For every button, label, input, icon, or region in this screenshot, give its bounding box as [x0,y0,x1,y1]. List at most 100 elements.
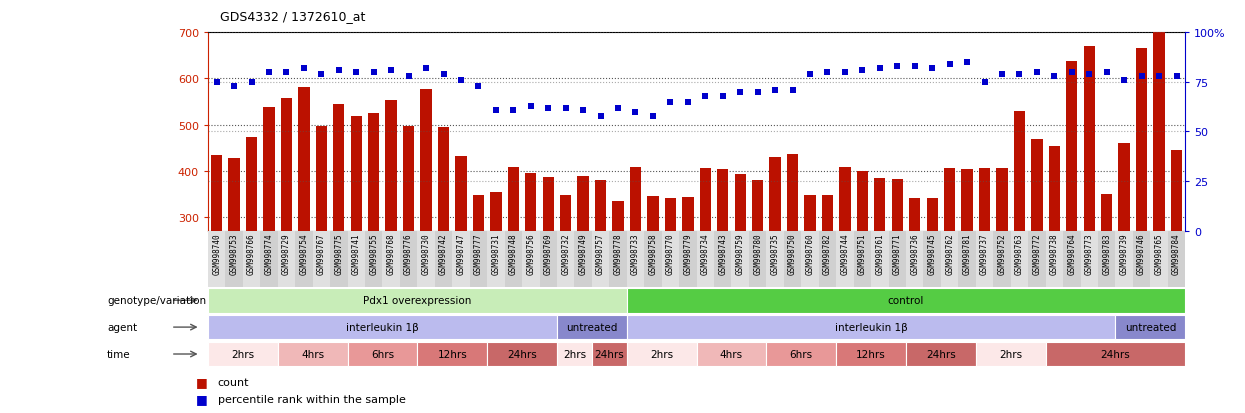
Text: GSM998782: GSM998782 [823,233,832,275]
Point [486,107,505,114]
Bar [839,167,850,356]
Bar [574,231,591,287]
Text: GSM998741: GSM998741 [352,233,361,275]
Bar [334,105,345,356]
Bar [560,196,571,356]
Point [660,99,680,106]
Point [696,93,716,100]
Point [642,113,662,120]
Bar [312,231,330,287]
Bar [1063,231,1081,287]
Bar [210,155,223,356]
Point [468,83,488,90]
Bar [837,231,854,287]
Text: GSM998751: GSM998751 [858,233,867,275]
Bar [717,169,728,356]
Point [783,87,803,94]
Point [451,77,471,84]
Bar [802,231,819,287]
Bar [941,231,959,287]
Bar [330,231,347,287]
Point [1167,74,1186,80]
Point [835,69,855,76]
Text: GSM998730: GSM998730 [422,233,431,275]
Point [1114,77,1134,84]
Bar [595,181,606,356]
Bar [1101,195,1112,356]
Bar [679,231,697,287]
Text: GSM998756: GSM998756 [527,233,535,275]
Text: GSM998755: GSM998755 [370,233,378,275]
Point [364,69,383,76]
Bar [959,231,976,287]
Bar [487,342,557,366]
Point [853,67,873,74]
Text: GSM998737: GSM998737 [980,233,989,275]
Text: GSM998770: GSM998770 [666,233,675,275]
Bar [891,179,903,356]
Text: GSM998784: GSM998784 [1172,233,1182,275]
Point [590,113,610,120]
Bar [767,231,784,287]
Point [888,64,908,70]
Bar [400,231,417,287]
Text: interleukin 1β: interleukin 1β [346,322,418,332]
Text: GSM998777: GSM998777 [474,233,483,275]
Text: GSM998740: GSM998740 [212,233,222,275]
Text: ■: ■ [195,392,207,405]
Bar [979,169,990,356]
Bar [944,169,955,356]
Text: 12hrs: 12hrs [437,349,467,359]
Bar [961,170,972,356]
Bar [525,173,537,356]
Bar [715,231,732,287]
Bar [281,99,293,356]
Bar [626,315,1116,339]
Bar [403,127,415,356]
Text: GSM998771: GSM998771 [893,233,901,275]
Bar [578,177,589,356]
Bar [661,231,679,287]
Point [801,71,820,78]
Bar [837,342,906,366]
Text: untreated: untreated [1124,322,1177,332]
Bar [732,231,749,287]
Bar [1116,315,1185,339]
Point [346,69,366,76]
Point [381,67,401,74]
Text: 4hrs: 4hrs [720,349,743,359]
Point [870,65,890,72]
Bar [1170,151,1183,356]
Point [329,67,349,74]
Point [1097,69,1117,76]
Bar [1133,231,1150,287]
Bar [626,288,1185,313]
Bar [347,342,417,366]
Bar [1118,144,1129,356]
Bar [278,231,295,287]
Point [538,105,558,112]
Text: GSM998768: GSM998768 [387,233,396,275]
Bar [749,231,767,287]
Text: GSM998749: GSM998749 [579,233,588,275]
Text: GSM998739: GSM998739 [1119,233,1129,275]
Bar [665,198,676,356]
Bar [225,231,243,287]
Point [1149,74,1169,80]
Bar [767,342,837,366]
Text: GSM998732: GSM998732 [561,233,570,275]
Text: percentile rank within the sample: percentile rank within the sample [218,394,406,404]
Bar [752,180,763,356]
Bar [208,231,225,287]
Bar [456,157,467,356]
Text: GSM998738: GSM998738 [1050,233,1058,275]
Bar [924,231,941,287]
Bar [1083,46,1094,356]
Point [975,79,995,86]
Bar [1153,26,1165,356]
Point [1010,71,1030,78]
Bar [697,342,767,366]
Bar [473,196,484,356]
Bar [700,169,711,356]
Point [433,71,453,78]
